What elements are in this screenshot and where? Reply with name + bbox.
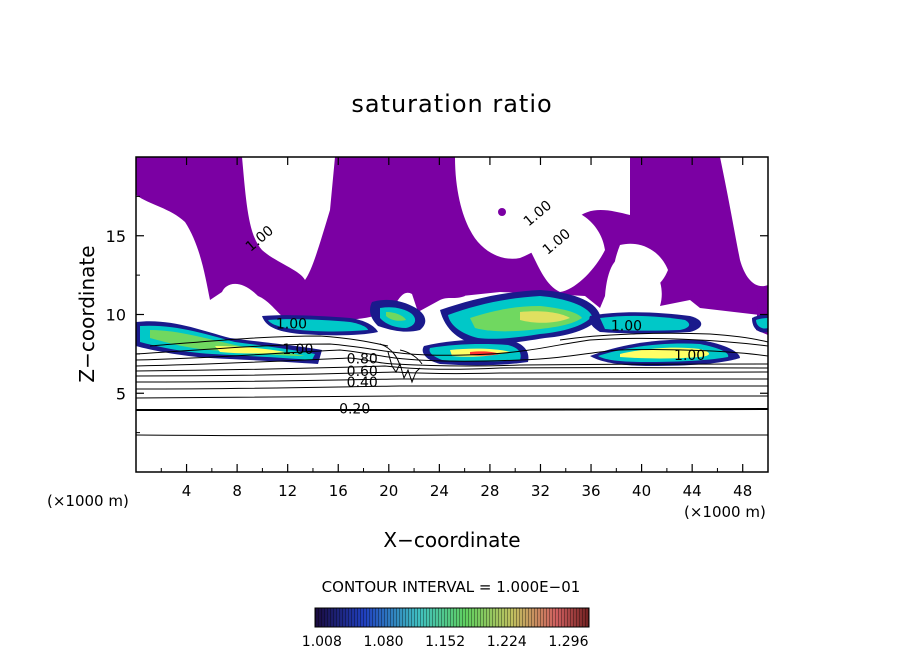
x-tick-label: 24 <box>430 482 449 500</box>
contour-label: 1.00 <box>611 318 642 334</box>
contour-label: 0.40 <box>347 375 378 391</box>
x-tick-label: 44 <box>683 482 702 500</box>
contour-label: 0.80 <box>347 351 378 367</box>
x-unit-left: (×1000 m) <box>47 492 129 510</box>
colorbar-tick-label: 1.008 <box>302 634 342 650</box>
x-tick-label: 32 <box>531 482 550 500</box>
y-axis-label: Z−coordinate <box>75 245 99 382</box>
x-tick-label: 4 <box>182 482 192 500</box>
x-tick-label: 12 <box>278 482 297 500</box>
colorbar-tick-label: 1.152 <box>425 634 465 650</box>
x-tick-label: 16 <box>329 482 348 500</box>
colorbar: 1.008 1.080 1.152 1.224 1.296 <box>302 607 590 650</box>
y-tick-label: 5 <box>116 384 126 403</box>
colorbar-ticks: 1.008 1.080 1.152 1.224 1.296 <box>302 634 589 650</box>
x-tick-label: 36 <box>581 482 600 500</box>
x-tick-label: 40 <box>632 482 651 500</box>
contour-label: 1.00 <box>674 348 705 364</box>
y-tick-label: 10 <box>106 306 126 325</box>
chart-title: saturation ratio <box>351 90 552 118</box>
contour-label: 1.00 <box>276 317 307 333</box>
colorbar-tick-label: 1.224 <box>487 634 527 650</box>
x-tick-label: 20 <box>379 482 398 500</box>
contour-label: 0.60 <box>347 364 378 380</box>
x-tick-label: 48 <box>733 482 752 500</box>
y-axis: 5 10 15 <box>106 195 768 434</box>
x-tick-label: 28 <box>480 482 499 500</box>
contour-interval-text: CONTOUR INTERVAL = 1.000E−01 <box>322 578 581 596</box>
colorbar-tick-label: 1.080 <box>363 634 403 650</box>
plot-area: 1.001.001.001.001.001.001.000.800.600.40… <box>136 157 768 437</box>
x-unit-right: (×1000 m) <box>684 503 766 521</box>
x-tick-label: 8 <box>232 482 242 500</box>
contour-label: 1.00 <box>282 342 313 358</box>
colorbar-tick-label: 1.296 <box>548 634 588 650</box>
subsaturated-region <box>136 157 768 320</box>
x-axis-label: X−coordinate <box>383 528 520 552</box>
x-axis: 4 8 12 16 20 24 28 32 36 40 44 48 <box>160 157 752 500</box>
contour-label: 0.20 <box>339 402 370 418</box>
y-tick-label: 15 <box>106 227 126 246</box>
supersaturated-bands <box>136 290 768 366</box>
